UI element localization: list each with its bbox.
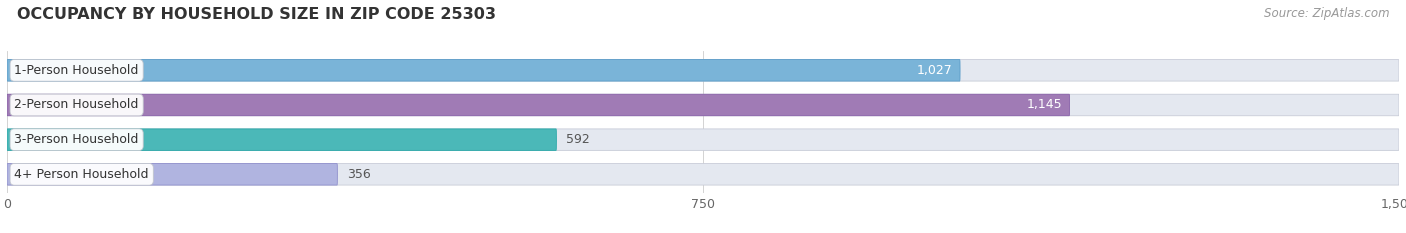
Text: 2-Person Household: 2-Person Household — [14, 99, 139, 112]
Text: 4+ Person Household: 4+ Person Household — [14, 168, 149, 181]
FancyBboxPatch shape — [7, 94, 1399, 116]
FancyBboxPatch shape — [7, 129, 1399, 151]
FancyBboxPatch shape — [7, 60, 960, 81]
Text: 1,027: 1,027 — [917, 64, 953, 77]
Text: 1-Person Household: 1-Person Household — [14, 64, 139, 77]
Text: OCCUPANCY BY HOUSEHOLD SIZE IN ZIP CODE 25303: OCCUPANCY BY HOUSEHOLD SIZE IN ZIP CODE … — [17, 7, 496, 22]
FancyBboxPatch shape — [7, 60, 1399, 81]
FancyBboxPatch shape — [7, 129, 557, 151]
Text: 1,145: 1,145 — [1026, 99, 1062, 112]
FancyBboxPatch shape — [7, 164, 1399, 185]
FancyBboxPatch shape — [7, 164, 337, 185]
Text: 356: 356 — [347, 168, 370, 181]
Text: 3-Person Household: 3-Person Household — [14, 133, 139, 146]
Text: Source: ZipAtlas.com: Source: ZipAtlas.com — [1264, 7, 1389, 20]
FancyBboxPatch shape — [7, 94, 1070, 116]
Text: 592: 592 — [565, 133, 589, 146]
